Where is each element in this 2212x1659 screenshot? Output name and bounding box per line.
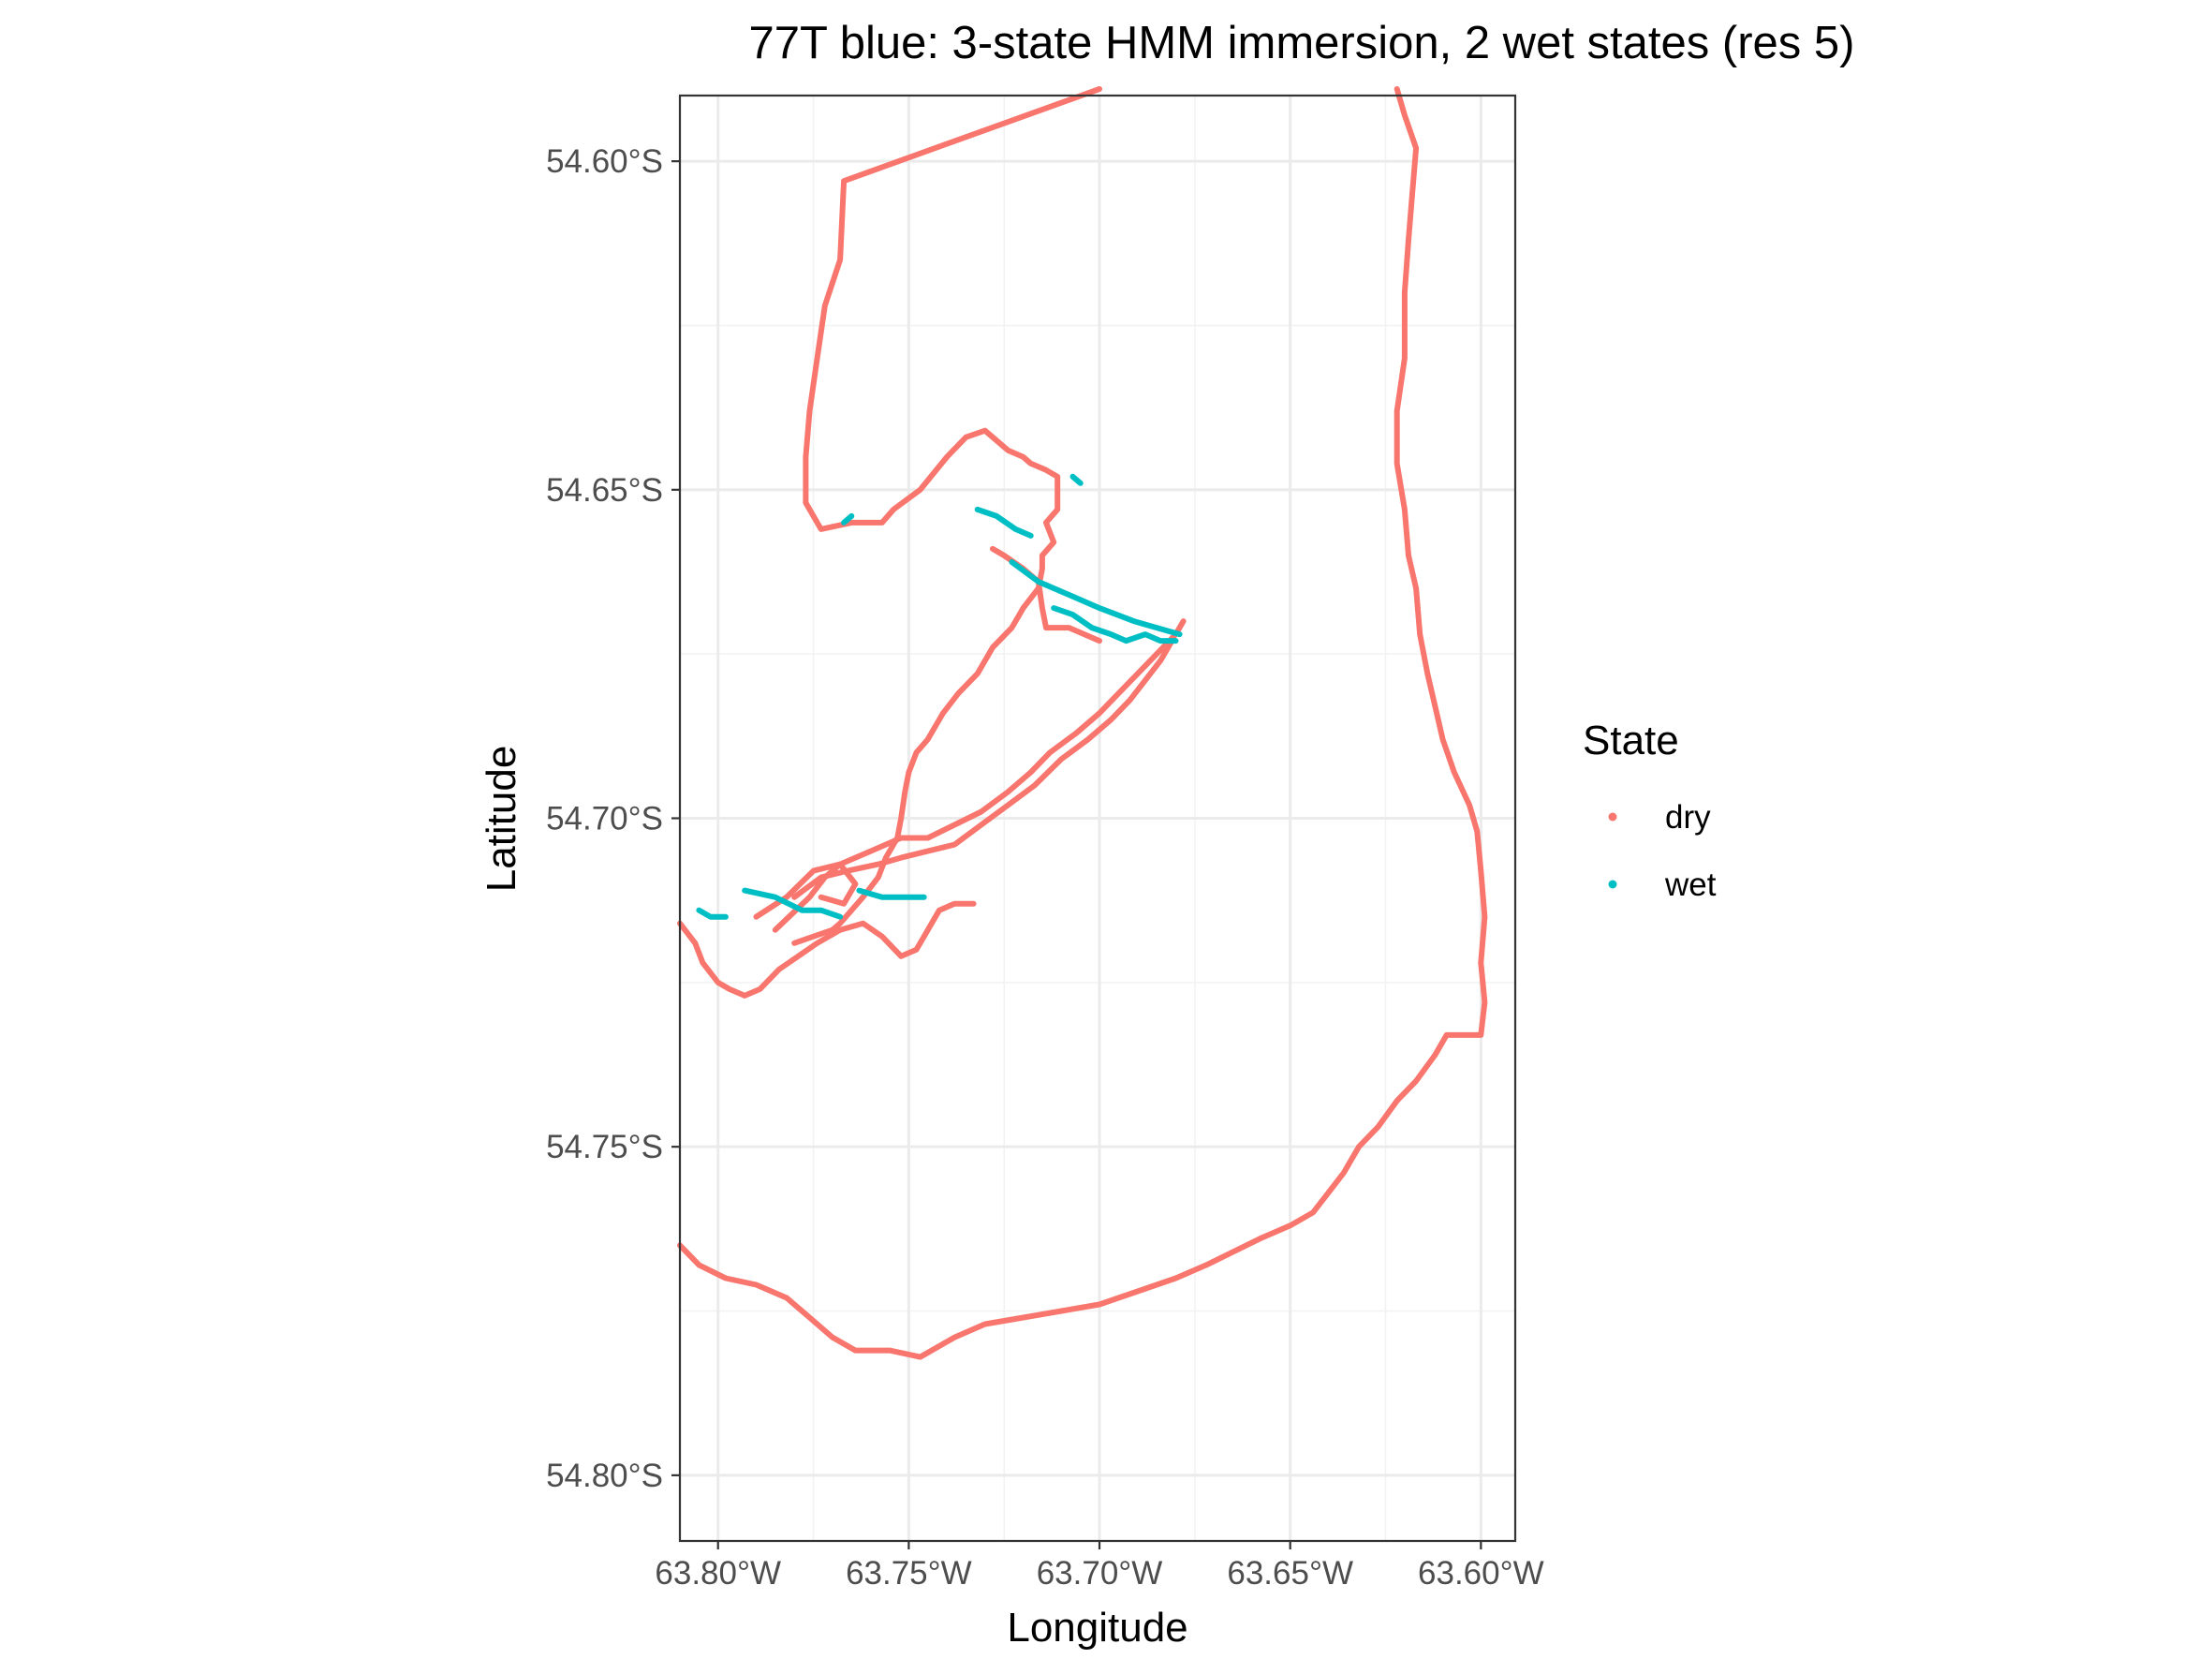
legend-key-wet (1608, 880, 1617, 889)
grid (680, 96, 1515, 1541)
y-tick-label: 54.80°S (546, 1458, 663, 1494)
x-tick-label: 63.60°W (1418, 1555, 1544, 1592)
series-dry (677, 86, 1488, 1360)
x-axis-title: Longitude (1007, 1605, 1187, 1651)
y-tick-label: 54.65°S (546, 472, 663, 509)
y-tick-label: 54.60°S (546, 143, 663, 180)
series-wet (696, 473, 1183, 920)
legend-key-dry (1608, 812, 1617, 822)
legend-label-dry: dry (1665, 799, 1711, 836)
series-layer (677, 86, 1488, 1360)
track-wet (1009, 559, 1183, 638)
track-dry (791, 638, 1175, 900)
legend: State dry wet (1583, 718, 1717, 903)
x-tick-label: 63.80°W (655, 1555, 781, 1592)
track-dry (677, 86, 1488, 1360)
x-tick-label: 63.70°W (1037, 1555, 1163, 1592)
legend-title: State (1583, 718, 1679, 763)
track-wet (696, 907, 729, 920)
track-wet (841, 512, 855, 526)
track-dry (772, 861, 859, 933)
x-tick-label: 63.65°W (1227, 1555, 1353, 1592)
chart-title: 77T blue: 3-state HMM immersion, 2 wet s… (749, 18, 1855, 68)
y-axis-title: Latitude (479, 746, 524, 893)
axes: 63.80°W 63.75°W 63.70°W 63.65°W 63.60°W 54.60… (546, 143, 1544, 1592)
legend-label-wet: wet (1664, 867, 1717, 903)
track-wet (974, 506, 1034, 539)
track-dry (990, 545, 1102, 644)
track-wet (1069, 473, 1084, 486)
track-wet (856, 887, 927, 900)
track-wet (742, 887, 844, 920)
y-tick-label: 54.75°S (546, 1129, 663, 1165)
track-dry (677, 900, 977, 999)
y-tick-label: 54.70°S (546, 801, 663, 837)
x-tick-label: 63.75°W (846, 1555, 972, 1592)
track-wet (1051, 605, 1179, 644)
